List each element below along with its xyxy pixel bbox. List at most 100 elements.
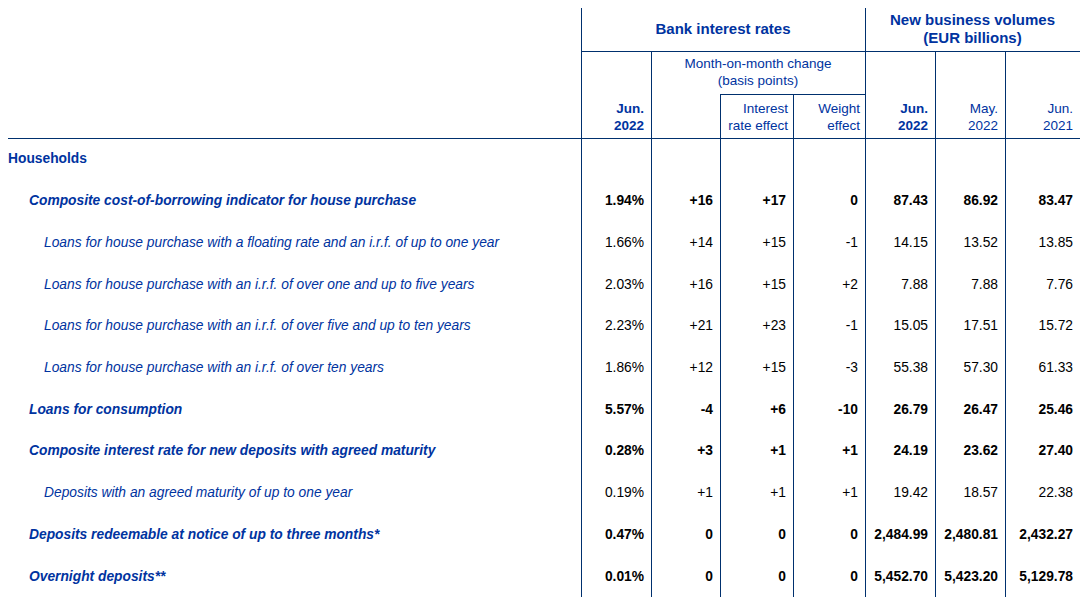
value-cell: -1 [793, 235, 865, 250]
col-header-volumes-jun-2021: Jun. 2021 [1005, 96, 1080, 134]
value-cell: 5,452.70 [865, 569, 935, 584]
value-cell: +15 [720, 360, 793, 375]
col-header-line: Jun. [1005, 100, 1073, 117]
table-row-deposits-agreed-maturity: Deposits with an agreed maturity of up t… [0, 472, 1080, 514]
table-row-overnight-deposits: Overnight deposits** 0.01% 0 0 0 5,452.7… [0, 555, 1080, 597]
value-cell: 26.47 [935, 402, 1005, 417]
value-cell: 2,480.81 [935, 527, 1005, 542]
row-label: Deposits redeemable at notice of up to t… [0, 527, 581, 542]
new-business-volumes-header: New business volumes (EUR billions) [865, 8, 1080, 50]
row-label: Overnight deposits** [0, 569, 581, 584]
row-label: Deposits with an agreed maturity of up t… [0, 485, 581, 500]
table-row-floating-rate-loans: Loans for house purchase with a floating… [0, 221, 1080, 263]
value-cell: 0 [651, 569, 720, 584]
value-cell: 0 [651, 527, 720, 542]
table-row-deposits-redeemable: Deposits redeemable at notice of up to t… [0, 513, 1080, 555]
value-cell: 87.43 [865, 193, 935, 208]
col-header-line: 2022 [581, 117, 644, 134]
value-cell: 15.72 [1005, 318, 1080, 333]
value-cell: 0 [720, 527, 793, 542]
mom-change-line2: (basis points) [651, 72, 865, 89]
grid-line-horizontal-above-effects [720, 94, 865, 95]
value-cell: +1 [720, 485, 793, 500]
value-cell: +3 [651, 443, 720, 458]
table-row-households: Households [0, 138, 1080, 180]
value-cell: +17 [720, 193, 793, 208]
interest-rates-table-page: Bank interest rates New business volumes… [0, 0, 1080, 597]
value-cell: 5,423.20 [935, 569, 1005, 584]
value-cell: +21 [651, 318, 720, 333]
table-row-loans-for-consumption: Loans for consumption 5.57% -4 +6 -10 26… [0, 388, 1080, 430]
col-header-interest-rate-effect: Interest rate effect [720, 96, 793, 134]
value-cell: 7.88 [935, 277, 1005, 292]
value-cell: 24.19 [865, 443, 935, 458]
value-cell: +15 [720, 277, 793, 292]
value-cell: 2.03% [581, 277, 651, 292]
table-row-irf-five-to-ten: Loans for house purchase with an i.r.f. … [0, 305, 1080, 347]
bank-interest-rates-label: Bank interest rates [581, 20, 865, 38]
col-header-line: 2022 [865, 117, 928, 134]
row-label: Loans for consumption [0, 402, 581, 417]
bank-interest-rates-header: Bank interest rates [581, 8, 865, 50]
value-cell: 2,484.99 [865, 527, 935, 542]
value-cell: 83.47 [1005, 193, 1080, 208]
value-cell: +2 [793, 277, 865, 292]
row-label: Composite cost-of-borrowing indicator fo… [0, 193, 581, 208]
value-cell: +23 [720, 318, 793, 333]
value-cell: 0 [720, 569, 793, 584]
value-cell: 26.79 [865, 402, 935, 417]
value-cell: +16 [651, 193, 720, 208]
col-header-line: Weight [793, 100, 860, 117]
row-label: Loans for house purchase with a floating… [0, 235, 581, 250]
value-cell: -3 [793, 360, 865, 375]
value-cell: 22.38 [1005, 485, 1080, 500]
value-cell: 2,432.27 [1005, 527, 1080, 542]
new-business-volumes-line1: New business volumes [865, 11, 1080, 29]
value-cell: 14.15 [865, 235, 935, 250]
value-cell: 86.92 [935, 193, 1005, 208]
value-cell: 57.30 [935, 360, 1005, 375]
col-header-line: Jun. [865, 100, 928, 117]
value-cell: +15 [720, 235, 793, 250]
mom-change-line1: Month-on-month change [651, 55, 865, 72]
value-cell: +1 [793, 485, 865, 500]
value-cell: 0 [793, 527, 865, 542]
value-cell: 18.57 [935, 485, 1005, 500]
col-header-line: May. [935, 100, 998, 117]
value-cell: +1 [651, 485, 720, 500]
value-cell: 1.66% [581, 235, 651, 250]
value-cell: -1 [793, 318, 865, 333]
value-cell: 2.23% [581, 318, 651, 333]
value-cell: +1 [720, 443, 793, 458]
month-on-month-change-header: Month-on-month change (basis points) [651, 55, 865, 89]
value-cell: 7.88 [865, 277, 935, 292]
col-header-line: 2021 [1005, 117, 1073, 134]
value-cell: 15.05 [865, 318, 935, 333]
col-header-weight-effect: Weight effect [793, 96, 865, 134]
value-cell: 19.42 [865, 485, 935, 500]
value-cell: 13.52 [935, 235, 1005, 250]
col-header-volumes-may-2022: May. 2022 [935, 96, 1005, 134]
col-header-rates-jun-2022: Jun. 2022 [581, 96, 651, 134]
table-row-irf-over-ten: Loans for house purchase with an i.r.f. … [0, 347, 1080, 389]
value-cell: 17.51 [935, 318, 1005, 333]
row-label: Loans for house purchase with an i.r.f. … [0, 360, 581, 375]
value-cell: -10 [793, 402, 865, 417]
value-cell: 7.76 [1005, 277, 1080, 292]
col-header-line: effect [793, 117, 860, 134]
value-cell: 0.47% [581, 527, 651, 542]
col-header-line: 2022 [935, 117, 998, 134]
value-cell: 13.85 [1005, 235, 1080, 250]
table-row-composite-deposit-rate: Composite interest rate for new deposits… [0, 430, 1080, 472]
value-cell: 0.28% [581, 443, 651, 458]
col-header-volumes-jun-2022: Jun. 2022 [865, 96, 935, 134]
grid-line-horizontal-under-group-headers [581, 51, 1080, 52]
value-cell: 55.38 [865, 360, 935, 375]
value-cell: -4 [651, 402, 720, 417]
value-cell: 0 [793, 569, 865, 584]
value-cell: 23.62 [935, 443, 1005, 458]
row-label: Loans for house purchase with an i.r.f. … [0, 277, 581, 292]
value-cell: 5,129.78 [1005, 569, 1080, 584]
table-row-irf-one-to-five: Loans for house purchase with an i.r.f. … [0, 263, 1080, 305]
value-cell: 1.94% [581, 193, 651, 208]
